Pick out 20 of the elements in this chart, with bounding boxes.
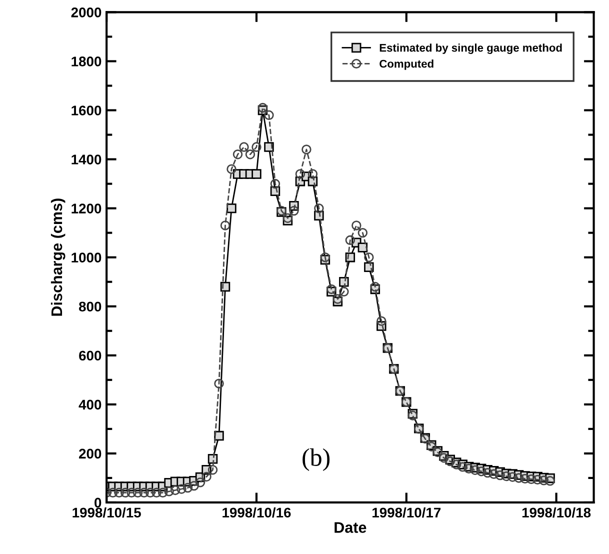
y-tick-label: 800 xyxy=(78,302,102,312)
y-tick-label: 1000 xyxy=(72,252,102,262)
y-tick-label: 1200 xyxy=(72,204,102,214)
x-tick-label: 1998/10/16 xyxy=(222,507,291,518)
x-tick-label: 1998/10/18 xyxy=(522,507,591,518)
legend-label: Estimated by single gauge method xyxy=(380,44,562,54)
y-tick-label: 0 xyxy=(94,498,102,508)
y-tick-label: 400 xyxy=(78,400,102,410)
y-axis-title: Discharge (cms) xyxy=(50,198,66,316)
y-tick-label: 1800 xyxy=(72,56,102,66)
annotation: (b) xyxy=(302,448,330,472)
y-tick-label: 2000 xyxy=(71,8,102,18)
legend-label: Computed xyxy=(380,60,434,70)
y-tick-label: 1400 xyxy=(72,154,102,164)
x-axis-title: Date xyxy=(334,522,366,533)
x-tick-label: 1998/10/17 xyxy=(372,507,441,518)
y-tick-label: 600 xyxy=(79,350,102,361)
y-tick-label: 1600 xyxy=(72,106,102,116)
x-tick-label: 1998/10/15 xyxy=(72,507,141,518)
y-tick-label: 200 xyxy=(79,448,102,459)
